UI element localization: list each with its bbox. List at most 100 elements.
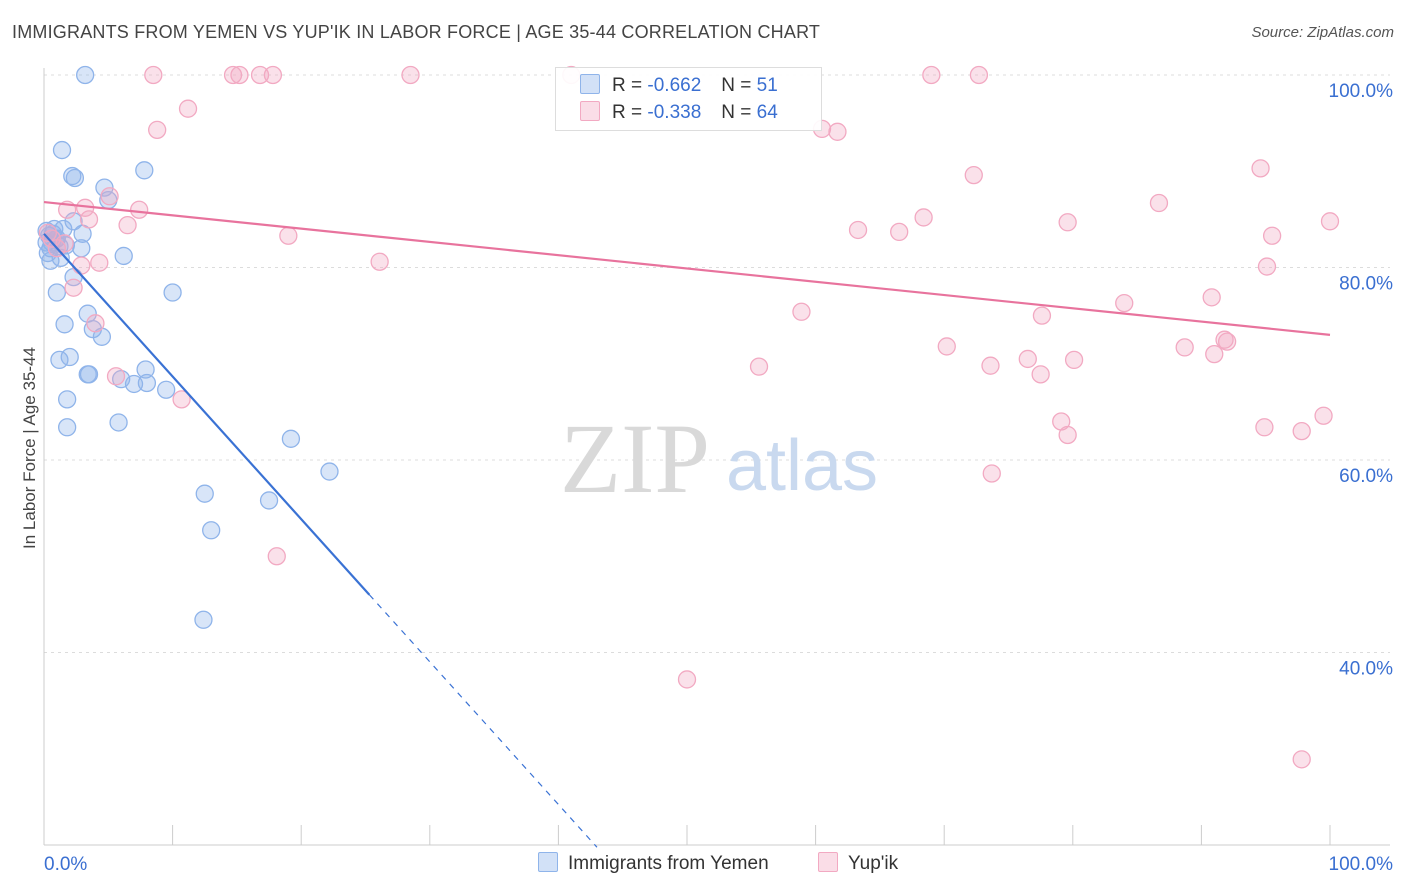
point-yemen bbox=[195, 484, 214, 503]
point-yemen bbox=[157, 380, 176, 399]
point-yupik bbox=[677, 670, 697, 689]
point-yemen bbox=[65, 168, 85, 188]
point-yemen bbox=[109, 413, 128, 432]
point-yupik bbox=[38, 223, 58, 243]
point-yupik bbox=[370, 252, 389, 271]
point-yupik bbox=[100, 187, 119, 206]
point-yupik bbox=[1215, 330, 1234, 349]
point-yupik bbox=[118, 215, 137, 235]
point-yupik bbox=[1292, 750, 1311, 769]
point-yupik bbox=[1064, 350, 1084, 370]
legend-label-yupik: Yup'ik bbox=[848, 853, 899, 874]
point-yemen bbox=[79, 365, 99, 384]
legend-item-yemen: Immigrants from Yemen bbox=[538, 852, 769, 875]
series-legend: Immigrants from Yemen Yup'ik bbox=[0, 852, 1406, 876]
point-yupik bbox=[1202, 288, 1221, 307]
point-yupik bbox=[1205, 344, 1224, 364]
point-yemen bbox=[57, 390, 77, 409]
point-yupik bbox=[90, 253, 109, 272]
watermark: ZIP atlas bbox=[560, 403, 878, 514]
legend-n-label: N = bbox=[721, 75, 752, 96]
point-yupik bbox=[890, 222, 909, 242]
watermark-zip: ZIP bbox=[560, 403, 710, 514]
legend-row-yupik: R = -0.338 N = 64 bbox=[580, 101, 778, 127]
legend-swatch-yemen bbox=[538, 852, 558, 872]
point-yemen bbox=[50, 350, 69, 370]
point-yupik bbox=[79, 210, 99, 229]
y-axis-label: In Labor Force | Age 35-44 bbox=[20, 347, 39, 549]
trend-line-yupik bbox=[43, 200, 1331, 336]
point-yupik bbox=[172, 390, 191, 409]
point-yupik bbox=[1058, 425, 1077, 445]
point-yemen bbox=[124, 374, 144, 394]
point-yupik bbox=[1251, 159, 1270, 178]
legend-n-value-yupik: 64 bbox=[756, 102, 778, 123]
point-yemen bbox=[72, 239, 91, 258]
watermark-atlas: atlas bbox=[726, 426, 878, 506]
y-tick-label: 80.0% bbox=[1339, 274, 1393, 295]
x-tick-label: 100.0% bbox=[1329, 854, 1394, 875]
point-yemen bbox=[55, 315, 74, 334]
point-yupik bbox=[914, 208, 933, 227]
point-yupik bbox=[792, 302, 811, 321]
legend-n-label: N = bbox=[721, 102, 752, 123]
trend-line-yemen-extension bbox=[368, 594, 598, 848]
point-yupik bbox=[1031, 365, 1050, 384]
point-yupik bbox=[828, 122, 847, 141]
point-yemen bbox=[63, 166, 82, 186]
point-yupik bbox=[263, 65, 283, 85]
point-yupik bbox=[144, 65, 163, 85]
point-yupik bbox=[749, 357, 769, 376]
data-points bbox=[37, 65, 1340, 769]
point-yupik bbox=[969, 65, 989, 85]
point-yemen bbox=[194, 610, 213, 629]
point-yupik bbox=[1058, 213, 1077, 232]
legend-r-label: R = bbox=[612, 102, 643, 123]
point-yupik bbox=[1175, 338, 1194, 357]
point-yemen bbox=[259, 491, 279, 510]
point-yupik bbox=[1018, 349, 1037, 369]
point-yupik bbox=[848, 220, 868, 240]
legend-swatch-yupik bbox=[580, 101, 600, 121]
y-tick-label: 60.0% bbox=[1339, 466, 1393, 487]
point-yemen bbox=[52, 140, 72, 160]
point-yupik bbox=[223, 65, 243, 85]
point-yemen bbox=[47, 283, 67, 302]
point-yupik bbox=[401, 65, 420, 85]
axes bbox=[43, 68, 1390, 846]
point-yupik bbox=[64, 278, 83, 297]
trend-line-yemen bbox=[43, 233, 371, 596]
point-yemen bbox=[64, 212, 83, 231]
legend-item-yupik: Yup'ik bbox=[818, 852, 898, 875]
legend-swatch-yemen bbox=[580, 74, 600, 94]
point-yupik bbox=[279, 226, 298, 245]
point-yemen bbox=[281, 429, 301, 448]
legend-n-value-yemen: 51 bbox=[756, 75, 778, 96]
point-yupik bbox=[106, 367, 126, 386]
point-yupik bbox=[922, 65, 941, 85]
point-yupik bbox=[130, 200, 149, 219]
point-yupik bbox=[981, 356, 1000, 375]
trend-lines bbox=[43, 200, 1331, 848]
point-yupik bbox=[964, 165, 983, 185]
point-yemen bbox=[57, 418, 77, 437]
point-yemen bbox=[136, 360, 155, 379]
point-yemen bbox=[114, 246, 133, 266]
point-yupik bbox=[178, 99, 198, 118]
legend-r-value-yupik: -0.338 bbox=[647, 102, 702, 123]
point-yemen bbox=[163, 283, 182, 302]
point-yupik bbox=[267, 547, 286, 566]
source-note: Source: ZipAtlas.com bbox=[1251, 24, 1394, 41]
point-yupik bbox=[1262, 226, 1282, 245]
point-yemen bbox=[135, 161, 154, 180]
point-yupik bbox=[1149, 193, 1169, 213]
legend-r-label: R = bbox=[612, 75, 643, 96]
x-tick-label: 0.0% bbox=[44, 854, 87, 875]
y-tick-label: 40.0% bbox=[1339, 659, 1393, 680]
point-yemen bbox=[137, 373, 157, 393]
legend-r-value-yemen: -0.662 bbox=[647, 75, 702, 96]
point-yupik bbox=[1314, 406, 1333, 425]
point-yupik bbox=[982, 464, 1001, 483]
point-yupik bbox=[1255, 418, 1274, 437]
